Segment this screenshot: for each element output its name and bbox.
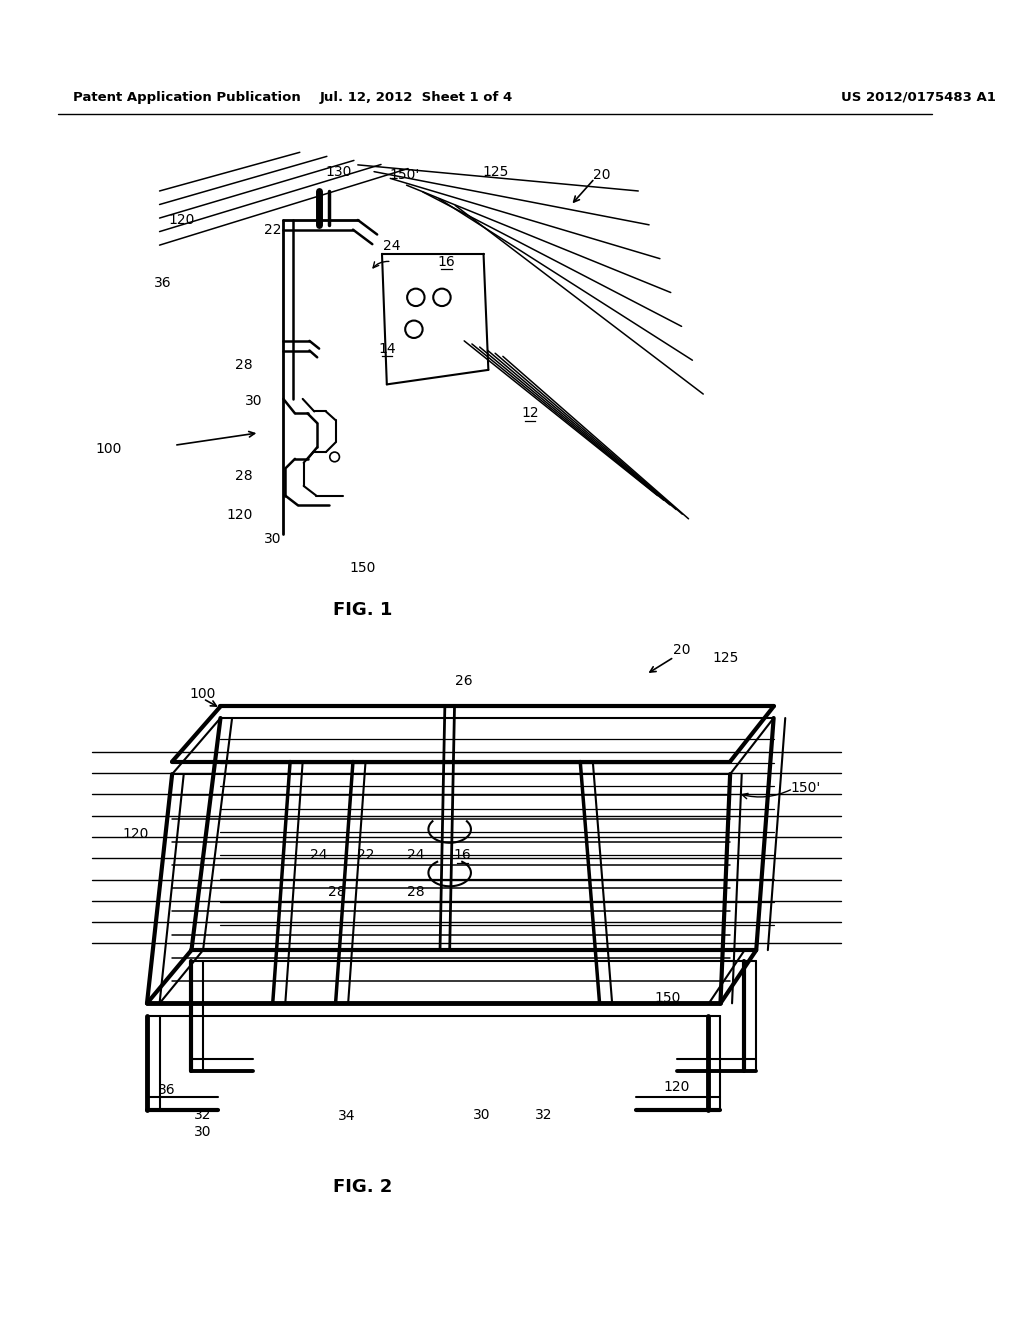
Text: 120: 120 <box>122 828 148 841</box>
Text: 28: 28 <box>328 886 345 899</box>
Text: FIG. 2: FIG. 2 <box>333 1177 392 1196</box>
Text: Jul. 12, 2012  Sheet 1 of 4: Jul. 12, 2012 Sheet 1 of 4 <box>319 91 512 104</box>
Text: 24: 24 <box>408 849 425 862</box>
Text: 100: 100 <box>95 442 122 457</box>
Text: 20: 20 <box>673 643 690 657</box>
Text: 12: 12 <box>521 407 539 420</box>
Text: 150': 150' <box>791 780 820 795</box>
Text: 28: 28 <box>407 886 425 899</box>
Text: 150: 150 <box>654 991 681 1006</box>
Text: 26: 26 <box>456 675 473 688</box>
Text: 22: 22 <box>356 849 375 862</box>
Text: 16: 16 <box>438 255 456 268</box>
Text: 150': 150' <box>389 168 420 182</box>
Text: 36: 36 <box>154 276 171 290</box>
Text: 120: 120 <box>169 213 195 227</box>
Text: 30: 30 <box>195 1125 212 1139</box>
Text: 150: 150 <box>349 561 376 576</box>
Text: FIG. 1: FIG. 1 <box>333 601 392 619</box>
Text: 36: 36 <box>158 1084 175 1097</box>
Text: 30: 30 <box>245 393 262 408</box>
Text: Patent Application Publication: Patent Application Publication <box>73 91 300 104</box>
Text: 32: 32 <box>535 1107 552 1122</box>
Text: 16: 16 <box>454 849 471 862</box>
Text: 24: 24 <box>310 849 328 862</box>
Text: 120: 120 <box>226 508 253 521</box>
Text: 32: 32 <box>195 1107 212 1122</box>
Text: 120: 120 <box>664 1081 690 1094</box>
Text: 24: 24 <box>383 239 400 253</box>
Text: 14: 14 <box>378 342 395 355</box>
Text: 22: 22 <box>264 223 282 236</box>
Text: 34: 34 <box>338 1109 355 1123</box>
Text: 125: 125 <box>482 165 508 178</box>
Text: 130: 130 <box>326 165 351 178</box>
Text: 20: 20 <box>593 168 610 182</box>
Text: 28: 28 <box>234 358 253 372</box>
Text: 30: 30 <box>264 532 282 546</box>
Text: 100: 100 <box>189 686 216 701</box>
Text: 28: 28 <box>234 469 253 483</box>
Text: 125: 125 <box>712 651 738 665</box>
Text: US 2012/0175483 A1: US 2012/0175483 A1 <box>842 91 996 104</box>
Text: 30: 30 <box>473 1107 490 1122</box>
